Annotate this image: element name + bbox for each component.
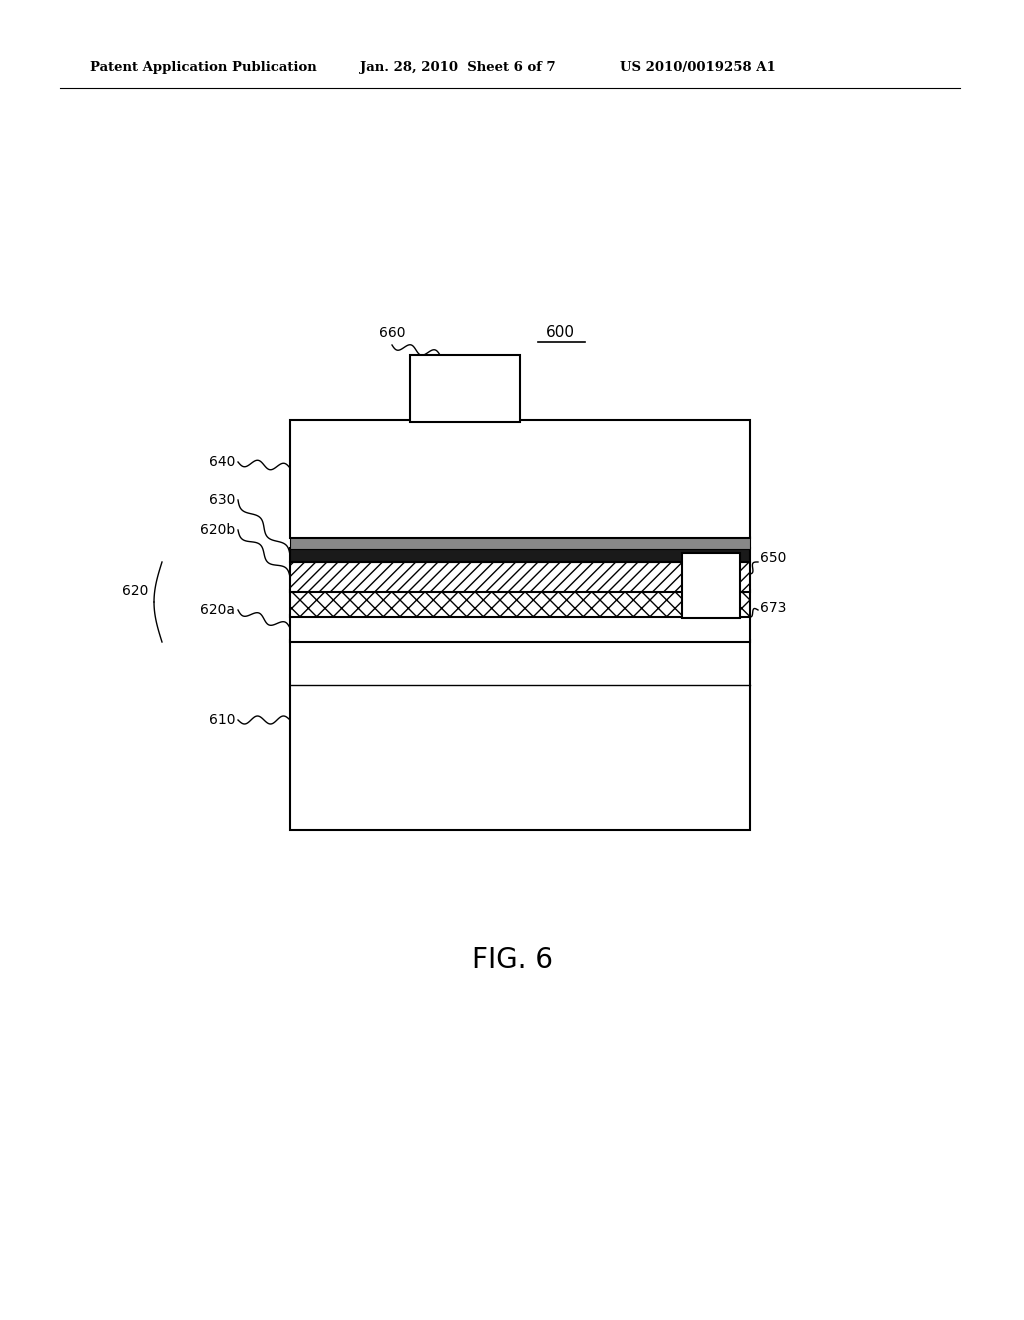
Bar (290, 420, 750, 539)
Bar (290, 536, 750, 549)
Text: 671: 671 (582, 506, 608, 520)
Text: 640: 640 (209, 455, 234, 469)
Text: Patent Application Publication: Patent Application Publication (90, 62, 316, 74)
Text: 672: 672 (615, 506, 641, 520)
Text: Jan. 28, 2010  Sheet 6 of 7: Jan. 28, 2010 Sheet 6 of 7 (360, 62, 556, 74)
Text: 620b: 620b (200, 523, 234, 537)
Text: FIG. 6: FIG. 6 (471, 946, 553, 974)
Text: US 2010/0019258 A1: US 2010/0019258 A1 (620, 62, 776, 74)
Bar (682, 553, 740, 618)
Bar (290, 548, 750, 562)
Text: 610: 610 (209, 713, 234, 727)
Text: 600: 600 (546, 325, 574, 341)
Bar (290, 615, 750, 642)
Text: 620a: 620a (200, 603, 234, 616)
Bar (290, 640, 750, 830)
Bar (290, 562, 750, 591)
Text: 650: 650 (760, 550, 786, 565)
Text: 673: 673 (760, 601, 786, 615)
Text: 620: 620 (122, 583, 148, 598)
Text: 630: 630 (209, 492, 234, 507)
Bar (290, 590, 750, 616)
Bar (410, 355, 520, 422)
Text: 660: 660 (379, 326, 406, 341)
